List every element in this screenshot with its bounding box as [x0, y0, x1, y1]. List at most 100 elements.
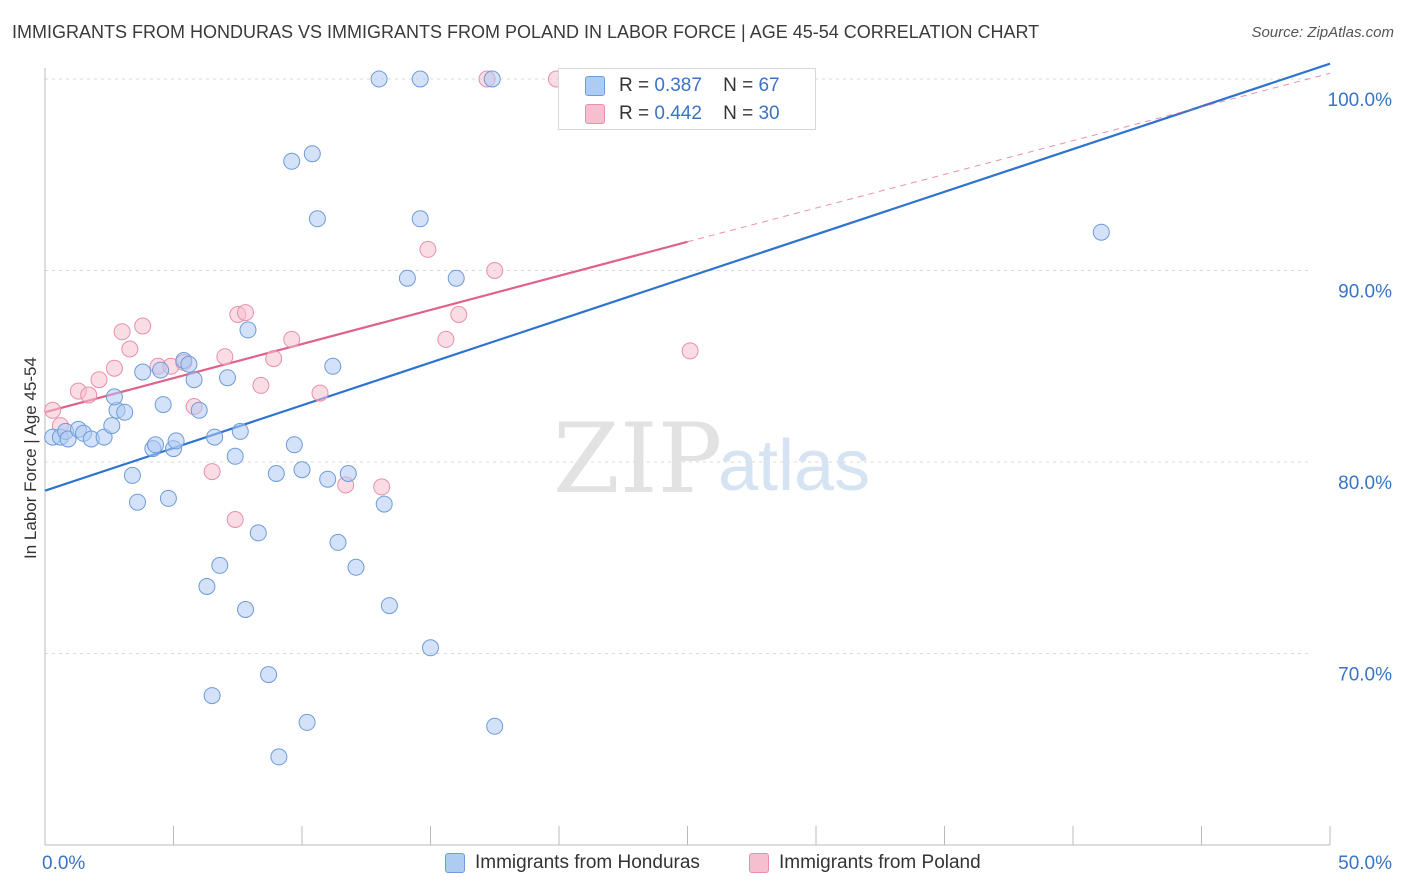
poland-swatch [749, 853, 769, 873]
legend-item-honduras[interactable]: Immigrants from Honduras [445, 852, 700, 874]
point-honduras [226, 447, 244, 465]
point-honduras [167, 432, 185, 450]
point-honduras [411, 210, 429, 228]
honduras-swatch [585, 76, 605, 96]
point-poland [216, 348, 234, 366]
point-poland [265, 350, 283, 368]
point-honduras [370, 70, 388, 88]
point-honduras [329, 533, 347, 551]
point-honduras [347, 558, 365, 576]
point-poland [134, 317, 152, 335]
point-honduras [180, 355, 198, 373]
point-honduras [293, 461, 311, 479]
point-poland [373, 478, 391, 496]
point-honduras [422, 639, 439, 657]
n-value-honduras: 67 [758, 75, 780, 96]
point-honduras [249, 524, 267, 542]
point-poland [252, 376, 270, 394]
y-tick-label: 90.0% [1338, 282, 1392, 303]
y-tick-label: 70.0% [1338, 665, 1392, 686]
y-axis-label: In Labor Force | Age 45-54 [21, 357, 40, 559]
point-honduras [267, 465, 285, 482]
y-tick-label: 100.0% [1328, 90, 1393, 111]
point-poland [486, 262, 504, 279]
point-honduras [116, 403, 134, 421]
point-honduras [159, 489, 177, 507]
point-poland [203, 463, 221, 481]
point-honduras [375, 495, 393, 513]
point-honduras [123, 466, 141, 484]
point-honduras [219, 369, 236, 387]
n-label: N = [723, 75, 754, 96]
point-honduras [129, 493, 146, 511]
r-label: R = [619, 103, 650, 124]
point-poland [105, 359, 123, 377]
y-tick-label: 80.0% [1338, 473, 1392, 494]
point-honduras [206, 428, 224, 446]
point-honduras [486, 717, 504, 735]
r-value-honduras: 0.387 [654, 75, 702, 96]
n-value-poland: 30 [758, 103, 780, 124]
trend-lines [44, 62, 1331, 492]
point-honduras [190, 401, 208, 419]
honduras-swatch [445, 853, 465, 873]
point-honduras [303, 145, 321, 163]
point-honduras [203, 687, 221, 705]
point-honduras [154, 396, 172, 414]
point-poland [419, 240, 437, 258]
point-honduras [198, 578, 216, 595]
point-honduras [398, 269, 416, 287]
point-honduras [211, 556, 229, 574]
point-honduras [260, 666, 278, 684]
point-honduras [103, 417, 121, 435]
point-honduras [147, 436, 164, 454]
point-honduras [105, 388, 123, 406]
tick-labels: 70.0% 80.0% 90.0% 100.0% 0.0% 50.0% [42, 90, 1392, 874]
point-poland [237, 304, 254, 322]
point-honduras [298, 713, 316, 731]
watermark-zip: ZIP [553, 403, 722, 515]
chart-title: IMMIGRANTS FROM HONDURAS VS IMMIGRANTS F… [12, 22, 1040, 42]
point-honduras [285, 436, 303, 454]
trend-line-poland-extension [687, 72, 1331, 243]
chart-legend: Immigrants from Honduras Immigrants from… [0, 850, 1406, 880]
point-honduras [185, 371, 203, 389]
data-points [44, 70, 1110, 766]
point-honduras [483, 70, 501, 88]
axis-layer [44, 68, 1331, 846]
point-poland [44, 401, 62, 419]
trend-line-honduras [44, 62, 1331, 492]
point-poland [681, 342, 699, 360]
point-honduras [134, 363, 152, 381]
watermark: ZIP atlas [553, 403, 870, 515]
point-poland [226, 511, 244, 528]
point-honduras [339, 465, 357, 482]
point-poland [113, 323, 131, 341]
point-honduras [447, 269, 465, 287]
point-honduras [152, 361, 170, 379]
point-honduras [411, 70, 429, 88]
x-tick-label: 50.0% [1338, 853, 1392, 874]
point-honduras [324, 357, 342, 375]
point-honduras [283, 152, 301, 170]
point-poland [437, 330, 455, 348]
point-poland [311, 384, 329, 402]
point-poland [80, 386, 98, 404]
point-poland [90, 371, 108, 389]
point-honduras [239, 321, 257, 339]
point-honduras [1092, 223, 1110, 241]
point-poland [283, 330, 301, 348]
source-credit: Source: ZipAtlas.com [1251, 24, 1394, 41]
grid-layer [45, 78, 1308, 654]
x-tick-label: 0.0% [42, 853, 85, 874]
point-honduras [237, 601, 254, 618]
legend-label-poland: Immigrants from Poland [779, 852, 981, 873]
legend-label-honduras: Immigrants from Honduras [475, 852, 700, 873]
stats-legend-box: R = 0.387 N = 67 R = 0.442 N = 30 [558, 68, 816, 130]
point-poland [450, 306, 468, 323]
r-label: R = [619, 75, 650, 96]
legend-item-poland[interactable]: Immigrants from Poland [749, 852, 981, 874]
point-honduras [270, 748, 288, 766]
trend-line-poland [44, 240, 688, 414]
